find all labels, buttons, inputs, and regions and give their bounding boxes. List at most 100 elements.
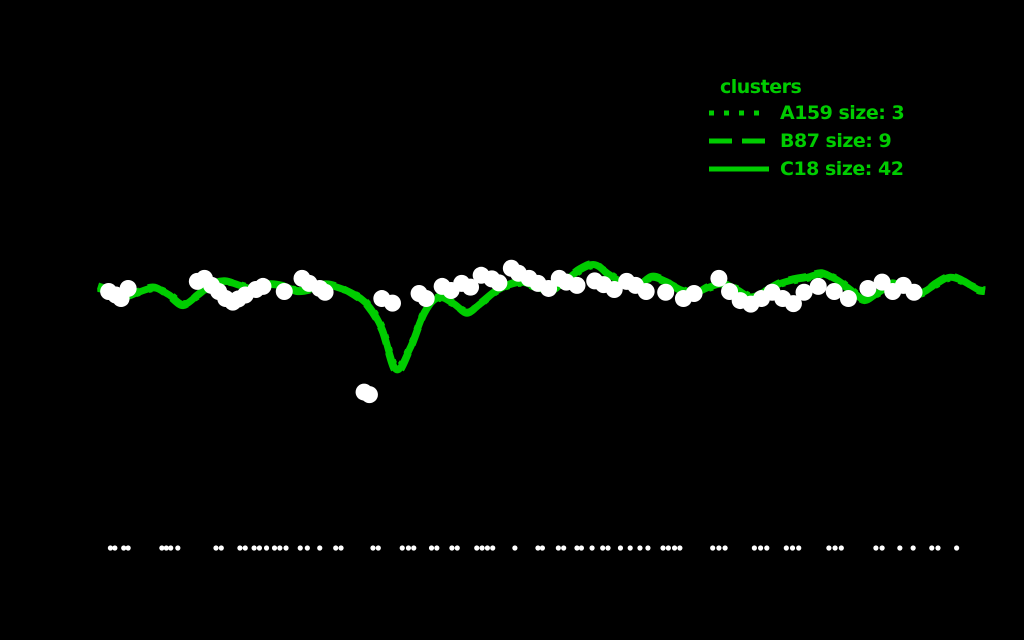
scatter-point bbox=[568, 276, 586, 294]
rug-mark bbox=[428, 545, 435, 551]
rug-mark bbox=[660, 545, 666, 551]
rug-mark bbox=[512, 545, 518, 551]
rug-mark bbox=[627, 545, 633, 551]
legend-label-2: C18 size: 42 bbox=[780, 157, 904, 180]
rug-mark bbox=[474, 545, 480, 551]
scatter-point bbox=[809, 277, 827, 295]
rug-mark bbox=[159, 545, 165, 551]
rug-mark bbox=[671, 545, 678, 551]
scatter-point bbox=[360, 386, 378, 404]
rug-mark bbox=[490, 545, 496, 551]
rug-mark bbox=[838, 545, 844, 551]
rug-mark bbox=[112, 545, 118, 551]
scatter-point bbox=[825, 282, 843, 300]
rug-mark bbox=[271, 545, 278, 551]
rug-mark bbox=[107, 545, 114, 551]
scatter-point bbox=[905, 283, 923, 301]
rug-mark bbox=[535, 545, 541, 551]
legend-label-1: B87 size: 9 bbox=[780, 129, 892, 152]
scatter-point bbox=[710, 269, 728, 287]
rug-mark bbox=[317, 545, 323, 551]
rug-mark bbox=[677, 545, 683, 551]
rug-mark bbox=[434, 545, 440, 551]
rug-mark bbox=[954, 545, 960, 551]
scatter-point bbox=[316, 283, 334, 301]
rug-mark bbox=[125, 545, 131, 551]
rug-mark bbox=[832, 545, 838, 551]
rug-mark bbox=[600, 545, 606, 551]
rug-mark bbox=[304, 545, 310, 551]
rug-mark bbox=[338, 545, 344, 551]
scatter-point bbox=[119, 279, 137, 297]
rug-mark bbox=[263, 545, 270, 551]
rug-mark bbox=[283, 545, 289, 551]
rug-mark bbox=[935, 545, 941, 551]
legend: clusters A159 size: 3 B87 size: 9 bbox=[706, 76, 936, 182]
rug-mark bbox=[929, 545, 935, 551]
scatter-point bbox=[275, 282, 293, 300]
scatter-point bbox=[784, 295, 802, 313]
rug-mark bbox=[561, 545, 567, 551]
rug-mark bbox=[722, 545, 728, 551]
scatter-point bbox=[637, 282, 655, 300]
rug-mark bbox=[277, 545, 283, 551]
rug-mark bbox=[589, 545, 595, 551]
legend-entry-0[interactable]: A159 size: 3 bbox=[706, 99, 936, 126]
rug-mark bbox=[237, 545, 243, 551]
rug-mark bbox=[578, 545, 585, 551]
rug-mark bbox=[213, 545, 219, 551]
rug-mark bbox=[574, 545, 580, 551]
rug-mark bbox=[796, 545, 802, 551]
scatter-point bbox=[685, 285, 703, 302]
rug-layer bbox=[107, 545, 960, 551]
rug-mark bbox=[789, 545, 796, 551]
rug-mark bbox=[256, 545, 263, 551]
rug-mark bbox=[251, 545, 257, 551]
rug-mark bbox=[539, 545, 545, 551]
rug-mark bbox=[637, 545, 643, 551]
rug-mark bbox=[405, 545, 412, 551]
rug-mark bbox=[297, 545, 303, 551]
legend-line-solid-icon bbox=[706, 159, 772, 179]
legend-entry-1[interactable]: B87 size: 9 bbox=[706, 127, 936, 154]
scatter-layer bbox=[100, 259, 923, 404]
rug-mark bbox=[242, 545, 248, 551]
legend-entry-2[interactable]: C18 size: 42 bbox=[706, 155, 936, 182]
rug-mark bbox=[879, 545, 885, 551]
rug-mark bbox=[617, 545, 624, 551]
scatter-point bbox=[462, 278, 480, 296]
scatter-point bbox=[490, 274, 508, 292]
rug-mark bbox=[757, 545, 764, 551]
rug-mark bbox=[764, 545, 770, 551]
rug-mark bbox=[826, 545, 832, 551]
scatter-point bbox=[254, 277, 272, 295]
legend-title: clusters bbox=[720, 76, 802, 98]
rug-mark bbox=[449, 545, 455, 551]
rug-mark bbox=[783, 545, 789, 551]
rug-mark bbox=[645, 545, 651, 551]
rug-mark bbox=[716, 545, 722, 551]
scatter-point bbox=[540, 279, 558, 297]
scatter-point bbox=[605, 280, 623, 298]
scatter-point bbox=[657, 283, 675, 301]
rug-mark bbox=[555, 545, 561, 551]
rug-mark bbox=[168, 545, 174, 551]
scatter-point bbox=[795, 283, 813, 301]
rug-mark bbox=[399, 545, 405, 551]
scatter-point bbox=[839, 290, 857, 308]
rug-mark bbox=[163, 545, 169, 551]
rug-mark bbox=[751, 545, 757, 551]
rug-mark bbox=[710, 545, 716, 551]
rug-mark bbox=[665, 545, 671, 551]
rug-mark bbox=[333, 545, 339, 551]
rug-mark bbox=[370, 545, 376, 551]
rug-mark bbox=[873, 545, 879, 551]
rug-mark bbox=[605, 545, 611, 551]
rug-mark bbox=[375, 545, 381, 551]
scatter-point bbox=[383, 294, 401, 312]
rug-mark bbox=[175, 545, 181, 551]
rug-mark bbox=[121, 545, 127, 551]
legend-line-dotted-icon bbox=[706, 103, 772, 123]
